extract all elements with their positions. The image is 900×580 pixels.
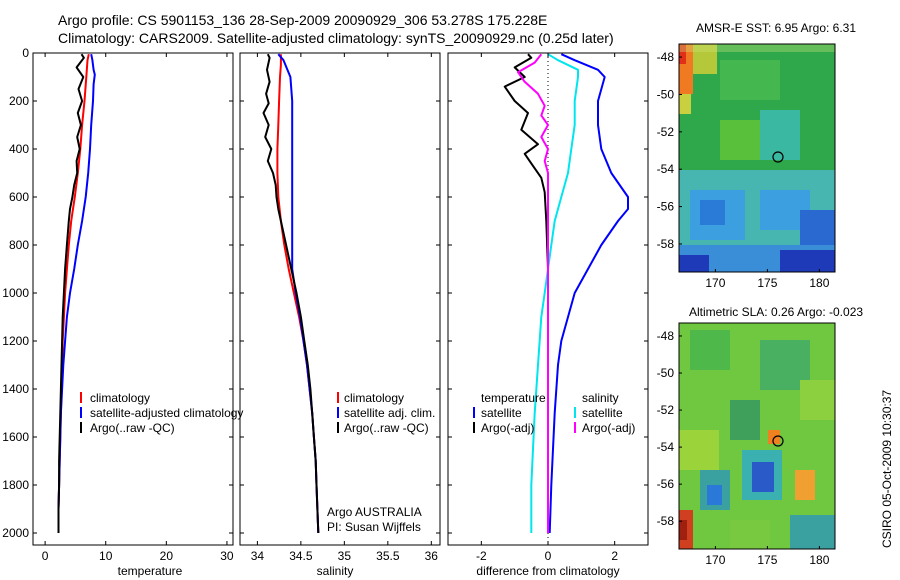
sst-map-lat-label: -56 [657,200,675,214]
legend-sal-argo: Argo(..raw -QC) [344,421,429,435]
salinity-series-0 [276,54,320,534]
legend-sal-satellite: satellite adj. clim. [344,406,435,420]
platform-note: Argo AUSTRALIA [327,505,422,519]
temperature-legend: climatology satellite-adjusted climatolo… [80,391,243,435]
salinity-xtick-label: 34 [251,549,265,563]
sla-map-lon-label: 175 [757,553,777,567]
difference-panel: -2 0 2 difference from climatology tempera… [447,52,649,578]
depth-tick-label: 1000 [2,286,29,300]
depth-tick-label: 600 [9,190,29,204]
depth-tick-label: 0 [22,46,29,60]
sla-map-lon-label: 180 [809,553,829,567]
legend-temperature-header: temperature [481,391,546,405]
salinity-xtick-label: 36 [425,549,439,563]
footer-note: CSIRO 05-Oct-2009 10:30:37 [880,390,894,548]
legend-sal-satellite-diff: satellite [582,406,623,420]
depth-tick-label: 1600 [2,430,29,444]
sla-map-lat-label: -52 [657,403,675,417]
sst-map: AMSR-E SST: 6.95 Argo: 6.31 170 175 180 -48… [657,21,857,290]
float-marker [772,435,784,447]
salinity-series-2 [262,53,320,534]
depth-tick-label: 1400 [2,382,29,396]
sla-map-title: Altimetric SLA: 0.26 Argo: -0.023 [689,305,863,319]
sla-map-lat-label: -58 [657,514,675,528]
legend-argo: Argo(..raw -QC) [90,421,175,435]
sla-map-lat-label: -50 [657,366,675,380]
salinity-legend: climatology satellite adj. clim. Argo(..… [337,391,435,435]
sla-map-lat-label: -56 [657,477,675,491]
depth-tick-label: 2000 [2,526,29,540]
sla-field [679,323,835,549]
sst-map-lon-label: 170 [705,276,725,290]
depth-tick-label: 400 [9,142,29,156]
temperature-xtick-label: 20 [160,549,174,563]
temperature-panel: 0 10 20 30 0 200 400 600 800 1000 1200 1400 1600 1800… [2,46,243,578]
sst-map-lon-label: 175 [757,276,777,290]
sst-map-title: AMSR-E SST: 6.95 Argo: 6.31 [696,21,856,35]
difference-series-2 [530,53,579,533]
salinity-xtick-label: 34.5 [289,549,313,563]
sla-map: Altimetric SLA: 0.26 Argo: -0.023 170 175… [657,305,864,567]
difference-legend: temperature satellite Argo(-adj) salinit… [473,391,635,435]
salinity-frame [239,52,441,546]
sst-map-lon-label: 180 [809,276,829,290]
legend-temp-argo: Argo(-adj) [481,421,534,435]
difference-xlabel: difference from climatology [476,564,619,578]
salinity-series-1 [277,53,320,534]
salinity-panel: 34 34.5 35 35.5 36 salinity climatology sate… [239,52,441,578]
temperature-series-2 [57,53,85,533]
sst-map-lat-label: -48 [657,50,675,64]
difference-series-0 [548,53,629,534]
sst-map-lat-label: -58 [657,237,675,251]
temperature-xtick-label: 30 [220,549,234,563]
salinity-xlabel: salinity [317,564,354,578]
temperature-frame [32,52,234,546]
header-line2: Climatology: CARS2009. Satellite-adjuste… [58,30,614,46]
salinity-xtick-label: 35.5 [376,549,400,563]
difference-series-3 [517,53,549,533]
header-line1: Argo profile: CS 5901153_136 28-Sep-2009… [58,12,547,28]
sst-map-lat-label: -50 [657,87,675,101]
sst-map-lat-label: -52 [657,125,675,139]
difference-xtick-label: 0 [545,549,552,563]
temperature-xtick-label: 0 [42,549,49,563]
legend-sal-climatology: climatology [344,391,404,405]
sst-field [679,44,835,272]
temperature-xtick-label: 10 [99,549,113,563]
legend-temp-satellite: satellite [481,406,522,420]
temperature-xlabel: temperature [118,564,183,578]
sla-map-lat-label: -54 [657,440,675,454]
legend-satellite-adjusted: satellite-adjusted climatology [90,406,243,420]
legend-climatology: climatology [90,391,150,405]
difference-xtick-label: 2 [611,549,618,563]
depth-tick-label: 1200 [2,334,29,348]
sla-map-lat-label: -48 [657,329,675,343]
legend-salinity-header: salinity [582,391,619,405]
sst-map-lat-label: -54 [657,162,675,176]
legend-sal-argo-diff: Argo(-adj) [582,421,635,435]
difference-series-1 [503,53,549,533]
difference-xtick-label: -2 [476,549,487,563]
depth-tick-label: 200 [9,94,29,108]
depth-tick-label: 800 [9,238,29,252]
salinity-xtick-label: 35 [338,549,352,563]
depth-tick-label: 1800 [2,478,29,492]
sla-map-lon-label: 170 [705,553,725,567]
float-marker [772,151,784,163]
pi-note: PI: Susan Wijffels [327,520,421,534]
